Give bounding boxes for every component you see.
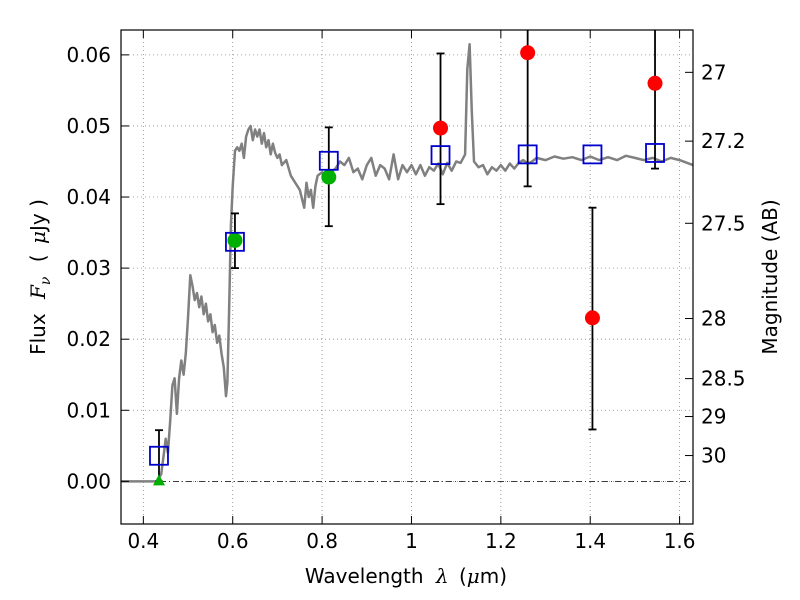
grid-lines (121, 30, 693, 524)
observed-flux-point (433, 120, 449, 136)
magnitude-tick-label: 29 (701, 405, 726, 429)
x-tick-label: 1.6 (664, 529, 696, 553)
detected-flux-point (227, 232, 243, 248)
x-axis-title-prefix: Wavelength (305, 564, 424, 588)
observed-flux-point (584, 310, 600, 326)
right-axis-title: Magnitude (AB) (758, 199, 782, 354)
plot-frame (120, 29, 694, 525)
y-tick-label: 0.04 (66, 185, 111, 209)
magnitude-tick-label: 30 (701, 444, 726, 468)
markers (149, 45, 665, 486)
model-photometry-point (582, 144, 603, 165)
tick-labels: 0.4 0.6 0.8 1 1.2 1.4 1.6 0.00 0.01 0.02 0.03 0.04 0… (66, 43, 745, 553)
y-axis-title-unit-mu: μ (26, 231, 50, 244)
x-tick-label: 1.4 (574, 529, 606, 553)
x-axis-title: Wavelength λ (μm) (305, 564, 507, 588)
model-photometry-point (645, 143, 665, 163)
model-spectrum-line (121, 42, 694, 483)
x-axis-title-unit-open: ( (459, 564, 467, 588)
magnitude-tick-label: 27 (701, 60, 726, 84)
x-tick-label: 0.8 (306, 529, 338, 553)
detected-flux-point (321, 169, 337, 185)
upper-limit-marker (152, 474, 165, 486)
y-axis-title-unit-rest: Jy ) (26, 199, 50, 233)
x-axis-title-unit-rest: m) (480, 564, 507, 588)
observed-flux-point (520, 45, 536, 61)
magnitude-tick-label: 27.2 (701, 129, 746, 153)
observed-flux-point (647, 75, 663, 91)
x-tick-label: 0.4 (127, 529, 159, 553)
y-axis-title-prefix: Flux (26, 313, 50, 355)
model-spectrum (121, 42, 694, 483)
y-tick-label: 0.02 (66, 327, 111, 351)
magnitude-tick-label: 28.5 (701, 367, 746, 391)
x-tick-label: 1 (405, 529, 418, 553)
model-photometry-point (225, 231, 245, 252)
x-axis-title-unit-mu: μ (467, 564, 480, 588)
magnitude-tick-label: 28 (701, 307, 726, 331)
model-photometry-point (149, 445, 169, 466)
x-tick-label: 0.6 (217, 529, 249, 553)
magnitude-tick-label: 27.5 (701, 211, 746, 235)
y-tick-label: 0.00 (66, 469, 111, 493)
y-axis-title-symbol: F (26, 284, 50, 300)
y-tick-label: 0.01 (66, 398, 111, 422)
x-tick-label: 1.2 (485, 529, 517, 553)
model-photometry-point (430, 145, 451, 165)
y-axis-title-subscript: ν (38, 276, 54, 285)
y-tick-label: 0.03 (66, 256, 111, 280)
y-axis-title: Flux Fν ( μJy ) (26, 199, 55, 355)
model-photometry-point (318, 150, 339, 171)
y-tick-label: 0.05 (66, 114, 111, 138)
x-axis-title-symbol: λ (435, 564, 449, 588)
axis-ticks (121, 30, 693, 524)
y-tick-label: 0.06 (66, 43, 111, 67)
y-axis-title-unit-open: ( (26, 254, 50, 262)
model-photometry-point (517, 144, 538, 165)
